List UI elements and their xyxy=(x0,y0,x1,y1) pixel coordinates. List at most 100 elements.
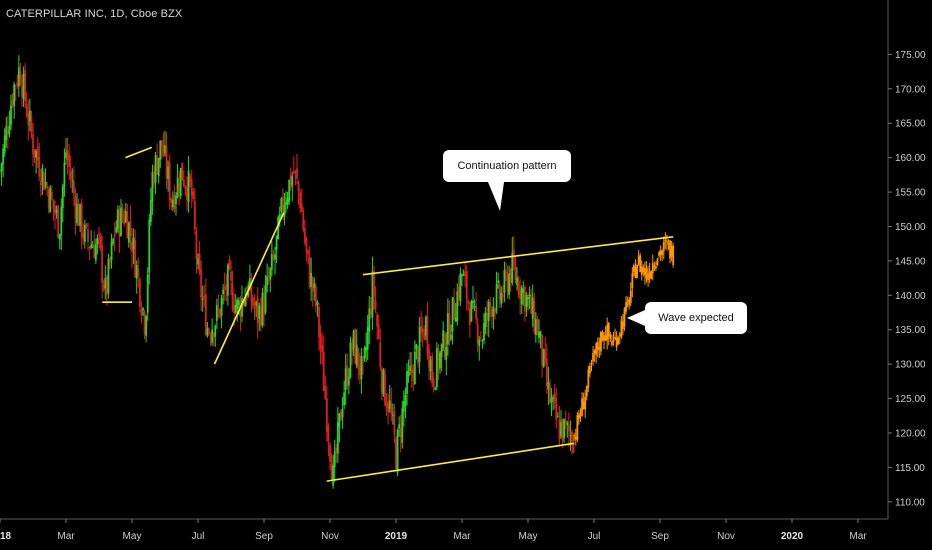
candle xyxy=(259,307,262,326)
chart-title: CATERPILLAR INC, 1D, Cboe BZX xyxy=(6,8,183,20)
candle xyxy=(43,172,45,191)
candle xyxy=(66,150,69,160)
candle xyxy=(511,252,514,284)
candle xyxy=(74,195,77,220)
candle xyxy=(483,323,485,341)
candle xyxy=(358,365,361,376)
candle xyxy=(398,424,401,429)
candle xyxy=(263,294,265,316)
candle xyxy=(505,271,507,274)
candle xyxy=(380,368,383,393)
candle xyxy=(377,324,380,339)
forecast-candle xyxy=(669,240,671,259)
candle xyxy=(492,306,495,317)
candle xyxy=(127,222,130,243)
candle xyxy=(39,180,42,186)
candle xyxy=(314,286,317,306)
candle xyxy=(423,329,426,339)
forecast-candle xyxy=(585,385,588,397)
forecast-candle xyxy=(639,255,642,272)
candle xyxy=(308,257,311,287)
axes: 110.00 115.00 120.00 125.00 130.00 135.00 140.… xyxy=(0,0,926,542)
forecast-candle xyxy=(626,300,629,302)
candle xyxy=(189,175,192,183)
candle xyxy=(55,209,58,213)
candle xyxy=(523,286,526,312)
candle xyxy=(450,335,452,340)
candle xyxy=(242,302,245,305)
candle xyxy=(2,148,5,165)
candle xyxy=(420,325,423,334)
candle xyxy=(545,358,548,386)
candle xyxy=(116,209,119,229)
candle xyxy=(531,297,534,319)
candle xyxy=(269,268,272,280)
forecast-candle xyxy=(666,241,668,243)
candle xyxy=(432,379,435,387)
candle xyxy=(49,187,52,213)
candle xyxy=(520,287,523,305)
forecast-candle xyxy=(634,267,637,278)
forecast-candle xyxy=(653,266,656,268)
candle xyxy=(98,233,100,235)
candle xyxy=(440,344,443,358)
candle xyxy=(349,342,352,378)
candle xyxy=(134,239,137,278)
candle xyxy=(131,241,133,253)
candle xyxy=(555,398,558,420)
candle xyxy=(143,311,146,334)
candle xyxy=(211,329,214,343)
candle xyxy=(357,347,360,369)
candle xyxy=(58,234,61,240)
candle xyxy=(517,281,520,295)
candle xyxy=(181,162,184,181)
candle xyxy=(96,237,99,245)
candle xyxy=(261,292,264,326)
candle xyxy=(99,234,102,248)
candle xyxy=(437,348,440,370)
candle xyxy=(16,82,19,86)
candle xyxy=(335,447,338,453)
y-tick-label: 150.00 xyxy=(895,222,926,233)
candle xyxy=(123,217,126,224)
candle xyxy=(473,305,476,307)
candle xyxy=(230,271,232,281)
candle xyxy=(500,292,503,304)
candle xyxy=(63,163,66,186)
candle xyxy=(401,408,404,443)
candle xyxy=(489,302,492,308)
trendlines xyxy=(102,146,674,482)
candle xyxy=(57,205,60,238)
candle xyxy=(88,247,91,249)
trendline xyxy=(125,146,153,159)
candle xyxy=(225,285,228,291)
candle xyxy=(239,302,242,317)
candle xyxy=(200,269,203,298)
candle xyxy=(245,292,248,300)
candle xyxy=(109,258,111,263)
candle xyxy=(536,319,539,336)
x-tick-label: Sep xyxy=(255,531,273,542)
forecast-candle xyxy=(582,400,585,410)
candle xyxy=(459,273,462,302)
candle xyxy=(220,297,223,316)
forecast-candle xyxy=(647,274,649,281)
candle xyxy=(153,172,155,185)
forecast-candle xyxy=(576,415,579,441)
candle xyxy=(340,410,342,421)
candle xyxy=(179,168,182,197)
candle xyxy=(173,194,176,209)
candle xyxy=(478,339,481,347)
forecast-candle xyxy=(661,250,664,255)
candle xyxy=(156,155,159,174)
candle xyxy=(154,155,157,183)
y-tick-label: 110.00 xyxy=(895,497,925,508)
candle xyxy=(297,181,300,191)
forecast-candle xyxy=(623,308,626,327)
candle xyxy=(338,413,341,428)
candle xyxy=(550,397,553,403)
candle xyxy=(354,329,357,363)
candle xyxy=(79,204,82,226)
forecast-candle xyxy=(617,337,620,345)
